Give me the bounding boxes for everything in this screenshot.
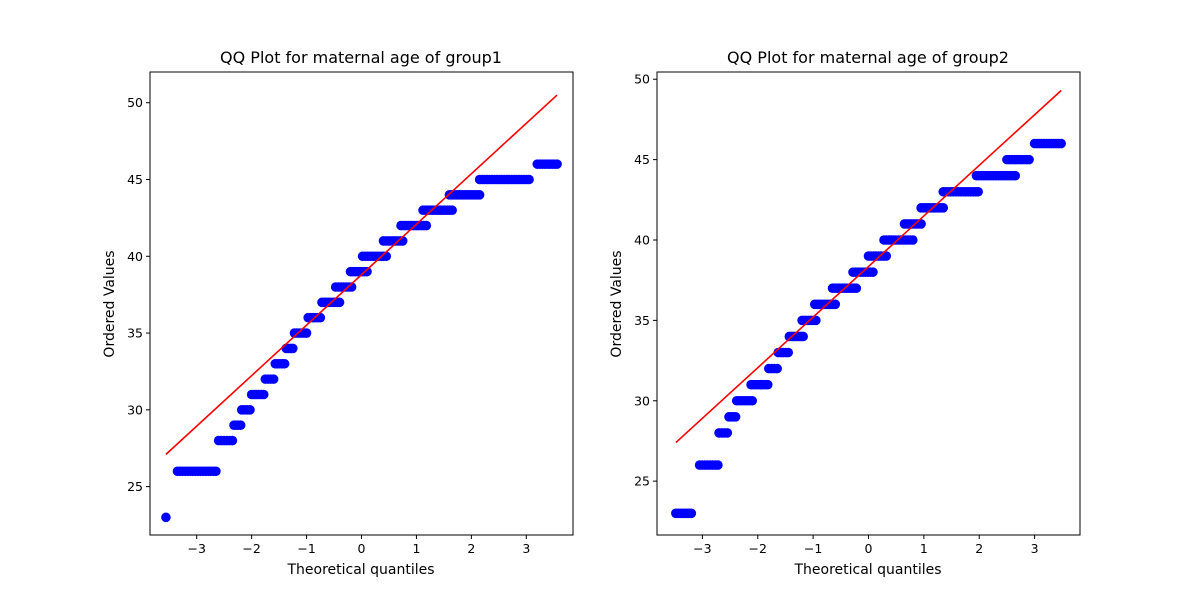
data-point [686,508,697,519]
data-point [783,347,794,358]
qq-plot-group2: QQ Plot for maternal age of group2 Theor… [609,48,1081,578]
y-tick-label: 30 [634,393,650,408]
data-point [830,299,841,310]
data-points [671,138,1066,519]
data-point [1010,170,1021,181]
qq-plot-group1: QQ Plot for maternal age of group1 Theor… [102,48,574,578]
data-point [811,315,821,326]
data-point [421,220,432,231]
x-tick-label: 1 [920,541,928,556]
data-point [268,374,279,384]
data-point [346,282,357,292]
data-point [772,363,782,374]
x-tick-label: 1 [412,541,420,556]
data-point [798,331,808,342]
x-tick-label: 0 [865,541,873,556]
data-point [1056,138,1066,149]
x-tick-label: 2 [467,541,475,556]
y-tick-label: 40 [127,249,143,264]
data-point [868,267,878,277]
y-axis-label: Ordered Values [609,250,625,357]
x-tick-label: 2 [975,541,983,556]
data-point [279,358,290,369]
y-tick-label: 25 [634,474,650,489]
y-tick-label: 45 [127,172,143,187]
data-point [474,190,485,200]
data-point [245,405,255,415]
data-point [362,266,372,277]
data-point [747,395,758,406]
x-tick-label: −1 [297,541,315,556]
data-points [161,159,562,523]
y-tick-label: 50 [127,95,143,110]
x-tick-label: 0 [358,541,366,556]
data-point [235,420,246,431]
data-point [288,343,298,354]
x-tick-label: −3 [187,541,205,556]
data-point [973,186,983,197]
data-point [334,297,345,308]
x-tick-label: 3 [522,541,530,556]
plot-frame [149,71,574,536]
x-axis-label: Theoretical quantiles [286,562,434,578]
y-tick-label: 30 [127,402,143,417]
x-tick-label: −2 [749,541,767,556]
data-point [161,512,171,523]
data-point [730,412,741,422]
data-point [881,251,892,261]
data-point [713,460,723,470]
data-point [938,203,949,213]
data-point [211,466,221,477]
data-point [301,328,312,338]
data-point [315,312,326,323]
y-tick-label: 35 [127,326,143,341]
reference-line [675,89,1062,444]
x-tick-label: −2 [242,541,260,556]
data-point [1024,154,1034,165]
data-point [227,435,238,446]
data-point [447,205,457,216]
reference-line [165,94,558,455]
y-tick-label: 50 [634,72,650,87]
data-point [722,428,733,438]
data-point [258,389,269,400]
data-point [524,174,534,185]
y-axis-label: Ordered Values [102,250,118,357]
data-point [851,283,862,294]
data-point [907,235,918,245]
x-axis-label: Theoretical quantiles [793,562,941,578]
data-point [762,379,773,390]
y-tick-label: 35 [634,313,650,328]
x-tick-label: −1 [804,541,822,556]
y-tick-label: 40 [634,232,650,247]
y-tick-label: 45 [634,152,650,167]
data-point [552,159,562,169]
x-tick-label: 3 [1031,541,1039,556]
chart-title: QQ Plot for maternal age of group1 [220,48,502,67]
chart-title: QQ Plot for maternal age of group2 [727,48,1009,67]
y-tick-label: 25 [127,479,143,494]
x-tick-label: −3 [693,541,711,556]
